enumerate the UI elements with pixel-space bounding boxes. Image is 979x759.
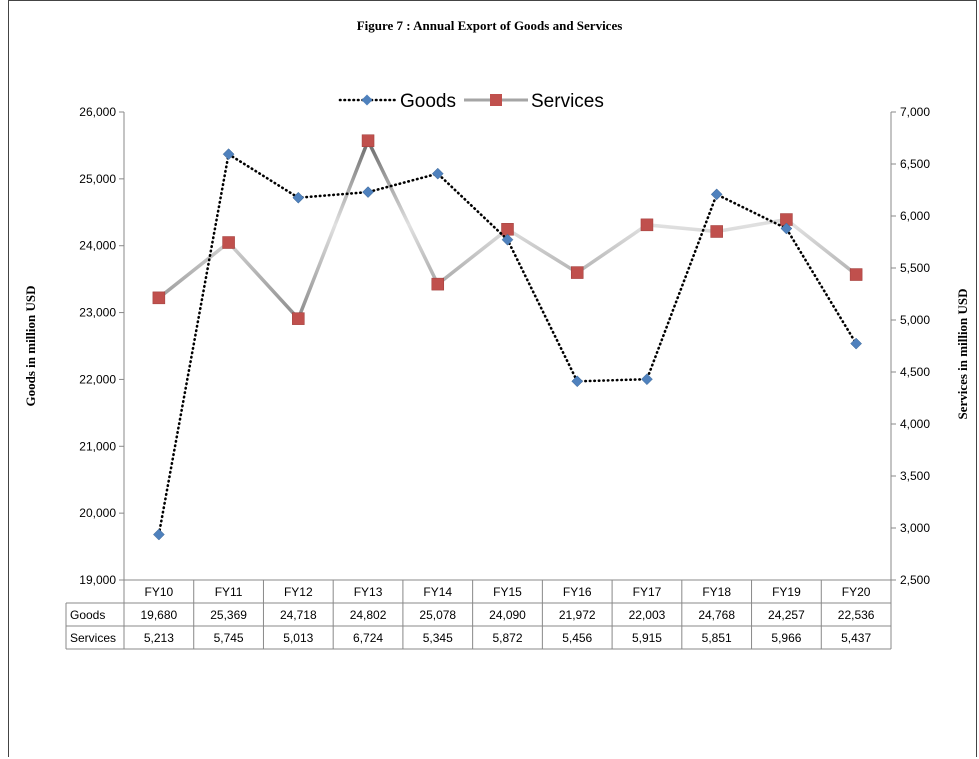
goods-point xyxy=(431,167,444,180)
table-cell: 6,724 xyxy=(353,631,383,645)
goods-line xyxy=(157,152,858,536)
goods-point xyxy=(780,222,793,235)
table-cell: 22,536 xyxy=(838,608,875,622)
services-point xyxy=(570,266,584,279)
table-cell: 5,345 xyxy=(423,631,453,645)
services-point xyxy=(292,312,305,325)
right-tick-label: 4,000 xyxy=(900,417,930,431)
table-cell: 24,718 xyxy=(280,608,317,622)
data-table: FY10 FY11 FY12 FY13 FY14 FY15 FY16 FY17 FY18 FY19… xyxy=(65,580,892,650)
legend-services-label: Services xyxy=(531,91,604,112)
right-tick-label: 3,000 xyxy=(900,521,930,535)
right-tick-label: 4,500 xyxy=(900,365,930,379)
right-tick-label: 2,500 xyxy=(900,573,930,587)
goods-point xyxy=(710,188,723,201)
table-cell: 5,456 xyxy=(562,631,592,645)
table-cell: 5,966 xyxy=(771,631,801,645)
left-tick-label: 26,000 xyxy=(79,105,116,119)
right-tick-label: 6,000 xyxy=(900,209,930,223)
x-tick-label: FY17 xyxy=(633,585,662,599)
y-axis-right-label: Services in million USD xyxy=(955,288,970,419)
services-point xyxy=(640,218,654,232)
table-cell: 5,851 xyxy=(702,631,732,645)
table-cell: 25,078 xyxy=(419,608,456,622)
table-cell: 24,768 xyxy=(698,608,735,622)
x-tick-label: FY13 xyxy=(354,585,383,599)
table-cell: 24,257 xyxy=(768,608,805,622)
right-tick-label: 5,500 xyxy=(900,261,930,275)
x-tick-label: FY14 xyxy=(423,585,452,599)
table-row-label: Services xyxy=(70,631,116,645)
table-cell: 21,972 xyxy=(559,608,596,622)
services-point xyxy=(849,268,863,281)
y-axis-left-label: Goods in million USD xyxy=(23,285,38,406)
goods-point xyxy=(222,148,235,161)
table-cell: 24,090 xyxy=(489,608,526,622)
series-goods xyxy=(153,148,862,541)
services-point xyxy=(361,134,375,147)
table-row-label: Goods xyxy=(70,608,105,622)
right-tick-label: 5,000 xyxy=(900,313,930,327)
goods-point xyxy=(362,186,374,198)
services-point xyxy=(152,291,166,305)
table-cell: 5,872 xyxy=(492,631,522,645)
x-tick-label: FY10 xyxy=(145,585,174,599)
services-point xyxy=(431,277,445,291)
x-tick-label: FY18 xyxy=(702,585,731,599)
left-tick-label: 23,000 xyxy=(79,306,116,320)
legend-services-marker xyxy=(490,94,502,106)
chart-title: Figure 7 : Annual Export of Goods and Se… xyxy=(356,18,623,33)
legend: Goods Services xyxy=(338,91,604,112)
goods-point xyxy=(292,191,305,204)
table-cell: 24,802 xyxy=(350,608,387,622)
table-cell: 5,213 xyxy=(144,631,174,645)
left-tick-label: 22,000 xyxy=(79,372,116,386)
left-tick-label: 19,000 xyxy=(79,573,116,587)
goods-point xyxy=(153,528,165,541)
legend-goods-marker xyxy=(361,94,373,106)
goods-point xyxy=(501,233,514,246)
goods-point xyxy=(641,373,653,386)
table-cell: 5,915 xyxy=(632,631,662,645)
x-tick-label: FY19 xyxy=(772,585,801,599)
goods-point xyxy=(850,337,862,350)
table-cell: 5,437 xyxy=(841,631,871,645)
x-tick-label: FY15 xyxy=(493,585,522,599)
left-tick-label: 24,000 xyxy=(79,239,116,253)
services-point xyxy=(222,236,235,249)
x-tick-label: FY16 xyxy=(563,585,592,599)
series-services xyxy=(152,134,863,325)
left-tick-label: 21,000 xyxy=(79,439,116,453)
services-point xyxy=(710,225,723,238)
services-point xyxy=(501,223,514,236)
x-tick-label: FY11 xyxy=(215,585,243,599)
left-tick-label: 25,000 xyxy=(79,172,116,186)
chart-frame xyxy=(8,0,977,757)
table-cell: 19,680 xyxy=(141,608,178,622)
table-cell: 5,013 xyxy=(283,631,313,645)
table-cell: 22,003 xyxy=(629,608,666,622)
x-tick-label: FY12 xyxy=(284,585,313,599)
right-tick-label: 7,000 xyxy=(900,105,930,119)
goods-point xyxy=(571,375,584,388)
right-tick-label: 3,500 xyxy=(900,469,930,483)
left-tick-label: 20,000 xyxy=(79,506,116,520)
table-cell: 25,369 xyxy=(210,608,247,622)
axes: 19,000 20,000 21,000 22,000 23,000 24,000 25,0… xyxy=(23,105,970,587)
table-cell: 5,745 xyxy=(214,631,244,645)
legend-goods-label: Goods xyxy=(400,91,456,112)
right-tick-label: 6,500 xyxy=(900,157,930,171)
x-tick-label: FY20 xyxy=(842,585,871,599)
